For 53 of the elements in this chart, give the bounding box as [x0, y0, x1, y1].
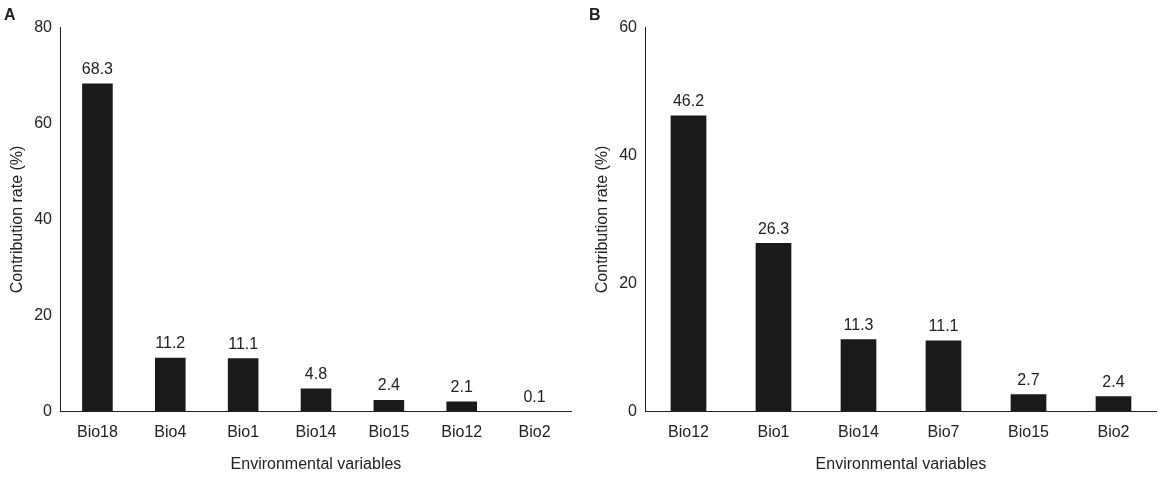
- y-tick-label: 0: [43, 402, 53, 420]
- data-label: 4.8: [304, 364, 328, 382]
- data-label: 11.3: [843, 315, 874, 333]
- bar: [154, 357, 186, 412]
- chart-title: A: [4, 6, 16, 24]
- bar: [227, 358, 259, 412]
- x-tick-label: Bio15: [368, 422, 410, 440]
- bar: [1095, 396, 1132, 412]
- x-tick-label: Bio2: [1097, 422, 1130, 440]
- x-axis-title: Environmental variables: [815, 454, 987, 472]
- x-tick-label: Bio1: [227, 422, 260, 440]
- bar: [373, 400, 405, 412]
- data-label: 2.4: [377, 376, 401, 394]
- y-axis-title: Contribution rate (%): [8, 145, 26, 294]
- bar: [82, 83, 113, 412]
- x-tick-label: Bio18: [76, 422, 118, 440]
- bar: [1010, 394, 1047, 412]
- data-label: 2.7: [1017, 370, 1040, 388]
- chart-title: B: [589, 6, 601, 24]
- y-tick-label: 80: [34, 17, 53, 35]
- bar: [925, 340, 962, 412]
- bar: [840, 339, 877, 412]
- x-tick-label: Bio2: [518, 422, 551, 440]
- x-tick-label: Bio14: [838, 422, 880, 440]
- bar: [755, 243, 792, 412]
- y-tick-label: 40: [34, 209, 53, 227]
- y-tick-label: 20: [34, 305, 53, 323]
- y-tick-label: 20: [619, 273, 638, 291]
- y-axis-title: Contribution rate (%): [593, 145, 611, 294]
- x-tick-label: Bio12: [441, 422, 483, 440]
- data-label: 2.4: [1102, 372, 1125, 390]
- x-tick-label: Bio14: [295, 422, 337, 440]
- bar: [300, 388, 332, 412]
- x-tick-label: Bio7: [927, 422, 960, 440]
- y-tick-label: 0: [628, 402, 638, 420]
- x-tick-label: Bio15: [1008, 422, 1050, 440]
- y-tick-label: 40: [619, 145, 638, 163]
- data-label: 0.1: [523, 387, 546, 405]
- x-tick-label: Bio1: [757, 422, 790, 440]
- data-label: 11.1: [928, 316, 959, 334]
- data-label: 68.3: [81, 59, 114, 77]
- y-tick-label: 60: [34, 113, 53, 131]
- data-label: 26.3: [757, 219, 790, 237]
- data-label: 11.1: [228, 334, 259, 352]
- bar: [446, 401, 478, 412]
- y-tick-label: 60: [619, 17, 638, 35]
- data-label: 46.2: [672, 92, 705, 110]
- bar: [670, 115, 707, 412]
- x-tick-label: Bio4: [154, 422, 187, 440]
- x-tick-label: Bio12: [668, 422, 710, 440]
- data-label: 11.2: [155, 334, 186, 352]
- x-axis-title: Environmental variables: [230, 454, 402, 472]
- data-label: 2.1: [450, 377, 473, 395]
